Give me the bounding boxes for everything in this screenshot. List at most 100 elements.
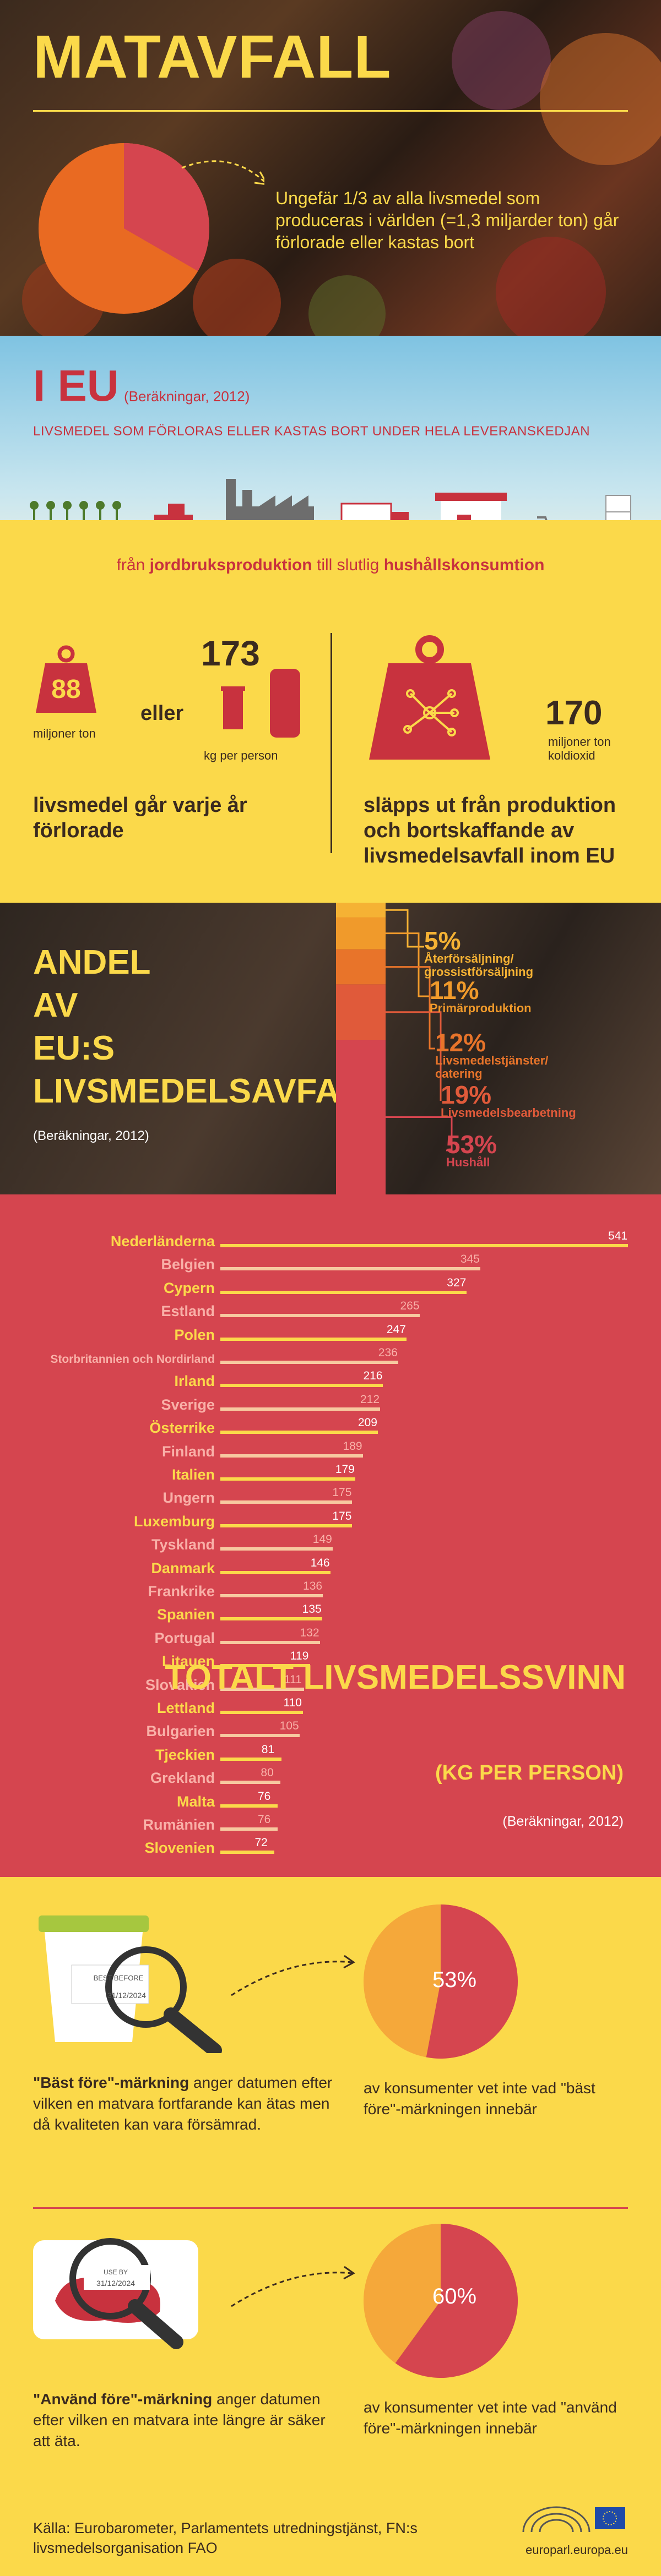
share-leader-line <box>386 909 424 948</box>
bar-row: Spanien 135 <box>0 1603 661 1626</box>
bar-row: Danmark 146 <box>0 1557 661 1580</box>
bar <box>220 1640 320 1644</box>
bar-country-label: Cypern <box>163 1279 215 1296</box>
bar-row: Litauen 119 <box>0 1650 661 1673</box>
bar-value-label: 236 <box>378 1346 398 1359</box>
bar-row: Malta 76 <box>0 1789 661 1813</box>
bar-value-label: 247 <box>386 1323 406 1336</box>
bar-row: Rumänien 76 <box>0 1813 661 1836</box>
bar <box>220 1477 355 1481</box>
bar-row: Luxemburg 175 <box>0 1510 661 1533</box>
share-label: Hushåll <box>446 1155 490 1169</box>
share-title: ANDEL AV EU:S LIVSMEDELSAVFALL <box>33 943 382 1110</box>
bar-value-label: 209 <box>357 1416 377 1429</box>
bar-value-label: 110 <box>283 1696 302 1709</box>
co2-weight-icon <box>369 635 490 760</box>
bar-value-label: 76 <box>257 1813 271 1826</box>
world-food-pie <box>39 143 264 314</box>
million-tonnes-unit: miljoner ton <box>33 727 96 740</box>
bar-row: Lettland 110 <box>0 1696 661 1720</box>
bar-value-label: 76 <box>257 1789 271 1803</box>
bar <box>220 1314 420 1318</box>
stats-section: 88 miljoner ton eller 173 kg per person … <box>0 600 661 897</box>
bar-value-label: 105 <box>279 1720 299 1733</box>
bar <box>220 1570 330 1574</box>
bar-country-label: Sverige <box>161 1396 215 1413</box>
co2-unit-2: koldioxid <box>548 749 595 762</box>
share-leader-line <box>386 1011 442 1101</box>
bar-value-label: 135 <box>302 1603 322 1616</box>
share-leader-line <box>386 966 435 1050</box>
bar <box>220 1431 378 1434</box>
bar-country-label: Spanien <box>156 1606 215 1623</box>
supply-chain-heading: Livsmedel som förloras eller kastas bort… <box>33 424 590 439</box>
best-before-desc: "Bäst före"-märkning anger datumen efter… <box>33 2074 333 2133</box>
bar <box>220 1617 322 1621</box>
country-waste-chart: Nederländerna 541 Belgien 345 Cypern 327 Estla… <box>0 1194 661 1877</box>
bar-value-label: 327 <box>447 1276 467 1289</box>
meat-pack-icon: USE BY 31/12/2024 <box>33 2238 198 2349</box>
bar <box>220 1757 281 1761</box>
bar <box>220 1290 467 1294</box>
share-segment <box>336 1040 386 1194</box>
bar-value-label: 136 <box>303 1580 323 1592</box>
bar-country-label: Slovenien <box>144 1840 215 1857</box>
share-pct: 53% <box>446 1130 497 1159</box>
bar-row: Grekland 80 <box>0 1766 661 1789</box>
bar-value-label: 345 <box>460 1253 480 1266</box>
bar-country-label: Portugal <box>154 1629 215 1646</box>
eu-subtitle: (Beräkningar, 2012) <box>124 388 250 405</box>
share-stacked-bar <box>336 903 453 1194</box>
pie-slice-unaware <box>395 2224 518 2378</box>
bar-country-label: Tjeckien <box>155 1746 215 1763</box>
bar <box>220 1804 278 1808</box>
bar-country-label: Luxemburg <box>133 1513 215 1530</box>
bar-row: Irland 216 <box>0 1369 661 1393</box>
eu-title: I EU <box>33 361 119 410</box>
bar-country-label: Nederländerna <box>110 1233 215 1249</box>
bar-value-label: 179 <box>335 1463 355 1476</box>
bar <box>220 1267 480 1271</box>
bar <box>220 1664 310 1668</box>
bar-row: Ungern 175 <box>0 1486 661 1509</box>
bar-country-label: Polen <box>174 1326 215 1343</box>
bar-row: Bulgarien 105 <box>0 1720 661 1743</box>
bar <box>220 1500 353 1504</box>
bar-row: Slovenien 72 <box>0 1836 661 1859</box>
bar-row: Polen 247 <box>0 1323 661 1346</box>
bar <box>220 1734 300 1738</box>
use-by-pct: 60% <box>432 2284 477 2308</box>
hero-statement: Ungefär 1/3 av alla livsmedel som produc… <box>275 188 619 252</box>
use-by-stat: av konsumenter vet inte vad "använd före… <box>364 2399 617 2437</box>
best-before-pct: 53% <box>432 1968 477 1992</box>
bar-country-label: Belgien <box>161 1256 215 1273</box>
bar-row: Belgien 345 <box>0 1253 661 1276</box>
bar-country-label: Danmark <box>151 1559 215 1576</box>
date-labels-section: BEST BEFORE 31/12/2024 53% "Bäst före"-m… <box>0 1877 661 2576</box>
bar <box>220 1781 281 1784</box>
bar-country-label: Rumänien <box>143 1816 215 1833</box>
bar <box>220 1454 363 1458</box>
use-by-date: 31/12/2024 <box>96 2279 135 2288</box>
dashed-arrow-1 <box>231 1955 355 1996</box>
yogurt-cup-icon: BEST BEFORE 31/12/2024 <box>39 1915 222 2053</box>
bar-country-label: Storbritannien och Nordirland <box>50 1353 215 1366</box>
bar-value-label: 265 <box>400 1300 420 1313</box>
bar <box>220 1827 278 1831</box>
kg-per-person-value: 173 <box>201 634 260 673</box>
share-label: Återförsäljning/ grossistförsäljning <box>424 952 534 979</box>
co2-unit-1: miljoner ton <box>548 735 611 749</box>
bar <box>220 1687 304 1691</box>
kg-per-person-unit: kg per person <box>204 749 278 762</box>
bar-row: Estland 265 <box>0 1300 661 1323</box>
bar-country-label: Bulgarien <box>146 1723 215 1740</box>
bar <box>220 1361 398 1364</box>
section-divider <box>33 2207 628 2209</box>
bar-row: Finland 189 <box>0 1440 661 1463</box>
bar-value-label: 212 <box>360 1393 380 1406</box>
bar-row: Nederländerna 541 <box>0 1230 661 1253</box>
bar-country-label: Irland <box>174 1373 215 1390</box>
bar-value-label: 119 <box>290 1650 309 1663</box>
source-note: Källa: Eurobarometer, Parlamentets utred… <box>33 2520 418 2556</box>
bar-row: Italien 179 <box>0 1463 661 1486</box>
